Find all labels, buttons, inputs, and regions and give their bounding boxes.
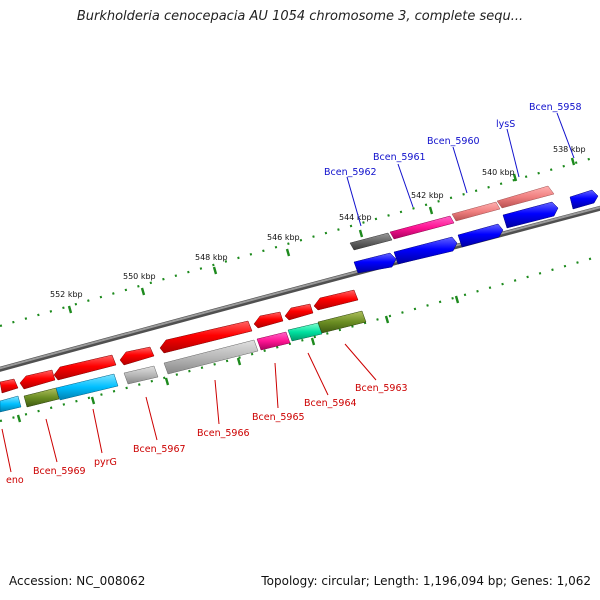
tick-label-548: 548 kbp — [195, 253, 228, 262]
gene-arrow-red-h[interactable] — [313, 289, 359, 311]
accession-text: Accession: NC_008062 — [9, 574, 146, 588]
label-pyrg[interactable]: pyrG — [94, 457, 117, 468]
label-bcen-5960[interactable]: Bcen_5960 — [427, 136, 480, 147]
gene-arrow-bcen-5963[interactable] — [317, 310, 367, 334]
label-bcen-5958[interactable]: Bcen_5958 — [529, 102, 582, 113]
tick-label-540: 540 kbp — [482, 168, 515, 177]
gene-arrow-bcen-5965[interactable] — [256, 331, 291, 351]
label-bcen-5963[interactable]: Bcen_5963 — [355, 383, 408, 394]
gene-arrow-bcen-5960[interactable] — [451, 201, 501, 222]
label-bcen-5964[interactable]: Bcen_5964 — [304, 398, 357, 409]
upper-scale-line — [0, 154, 600, 328]
label-bcen-5961[interactable]: Bcen_5961 — [373, 152, 426, 163]
label-bcen-5969[interactable]: Bcen_5969 — [33, 466, 86, 477]
gene-arrow-lyss[interactable] — [496, 185, 555, 209]
tick-label-542: 542 kbp — [411, 191, 444, 200]
tick-label-546: 546 kbp — [267, 233, 300, 242]
gene-arrow-red-b[interactable] — [19, 369, 56, 390]
label-lyss[interactable]: lysS — [496, 119, 515, 130]
lower-scale-line — [0, 254, 600, 423]
tick-label-544: 544 kbp — [339, 213, 372, 222]
lower-gene-row-1[interactable] — [0, 289, 359, 394]
label-eno[interactable]: eno — [6, 475, 24, 486]
gene-arrow-red-c[interactable] — [53, 354, 117, 381]
gene-arrow-red-d[interactable] — [119, 346, 155, 366]
label-bcen-5967[interactable]: Bcen_5967 — [133, 444, 186, 455]
gene-arrow-bcen-5967[interactable] — [123, 365, 159, 385]
gene-arrow-bcen-5966[interactable] — [163, 339, 259, 375]
tick-label-550: 550 kbp — [123, 272, 156, 281]
gene-arrow-blue-3[interactable] — [457, 223, 504, 248]
upper-label-connectors — [346, 112, 575, 227]
gene-arrow-bcen-5958[interactable] — [569, 189, 599, 210]
gene-arrow-blue-4[interactable] — [502, 201, 559, 229]
label-bcen-5965[interactable]: Bcen_5965 — [252, 412, 305, 423]
map-title: Burkholderia cenocepacia AU 1054 chromos… — [76, 9, 524, 24]
gene-arrow-bcen-5962[interactable] — [349, 232, 393, 251]
gene-arrow-red-f[interactable] — [253, 311, 284, 329]
upper-gene-row-2[interactable] — [353, 189, 599, 274]
lower-label-connectors — [1, 343, 377, 473]
tick-label-538: 538 kbp — [553, 145, 586, 154]
major-ticks-lower — [16, 295, 460, 423]
gene-arrow-red-e[interactable] — [159, 320, 253, 354]
gene-arrow-red-a[interactable] — [0, 378, 19, 394]
topology-summary: Topology: circular; Length: 1,196,094 bp… — [261, 574, 591, 588]
label-bcen-5962[interactable]: Bcen_5962 — [324, 167, 377, 178]
gene-arrow-blue-2[interactable] — [393, 236, 458, 265]
gene-arrow-olive-a[interactable] — [23, 387, 60, 408]
gene-arrow-cyan-a[interactable] — [0, 395, 22, 413]
upper-gene-row-1[interactable] — [349, 185, 555, 251]
major-ticks-upper — [67, 157, 576, 314]
genome-backbone — [0, 205, 600, 372]
gene-arrow-blue-1[interactable] — [353, 252, 397, 274]
lower-gene-row-2[interactable] — [0, 310, 367, 413]
gene-arrow-red-g[interactable] — [284, 303, 314, 321]
gene-arrow-bcen-5961[interactable] — [389, 215, 455, 240]
gene-arrow-bcen-5964[interactable] — [287, 322, 323, 342]
tick-label-552: 552 kbp — [50, 290, 83, 299]
gene-arrow-pyrg[interactable] — [55, 373, 119, 401]
label-bcen-5966[interactable]: Bcen_5966 — [197, 428, 250, 439]
